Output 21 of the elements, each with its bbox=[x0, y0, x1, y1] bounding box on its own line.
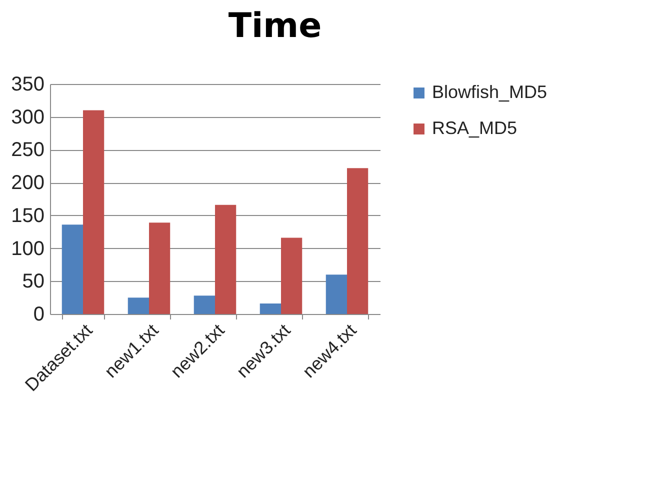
y-tick-label: 150 bbox=[11, 204, 44, 227]
y-tick-label: 0 bbox=[33, 304, 44, 326]
legend-label: RSA_MD5 bbox=[432, 118, 518, 138]
y-tick-label: 100 bbox=[11, 238, 44, 260]
y-tick-label: 350 bbox=[11, 74, 44, 96]
y-tick-label: 250 bbox=[11, 139, 44, 162]
bar bbox=[83, 110, 104, 314]
y-tick-label: 200 bbox=[11, 172, 44, 194]
legend-label: Blowfish_MD5 bbox=[432, 82, 548, 102]
bar bbox=[215, 204, 236, 314]
bar bbox=[347, 168, 368, 314]
bar bbox=[260, 303, 281, 314]
bar bbox=[128, 298, 149, 314]
chart-title: Time bbox=[228, 6, 322, 46]
y-tick-label: 300 bbox=[11, 106, 44, 128]
y-tick-label: 50 bbox=[22, 270, 44, 293]
bar bbox=[194, 296, 215, 314]
bar bbox=[62, 224, 83, 314]
bar bbox=[149, 222, 170, 314]
bar bbox=[326, 274, 347, 314]
bar bbox=[281, 238, 302, 314]
